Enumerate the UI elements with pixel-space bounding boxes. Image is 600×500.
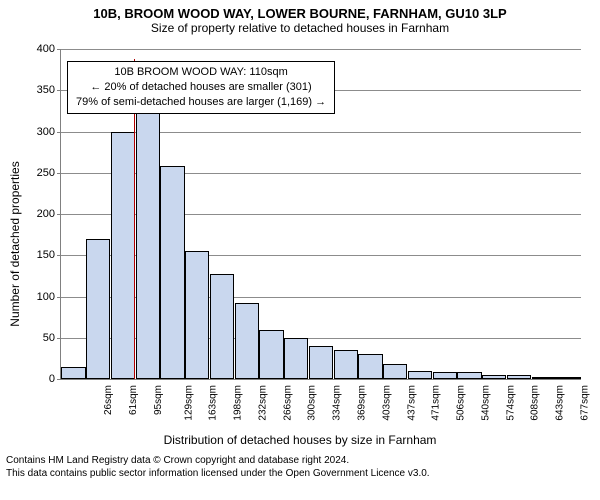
x-tick-label: 437sqm xyxy=(406,385,417,421)
property-info-box: 10B BROOM WOOD WAY: 110sqm ← 20% of deta… xyxy=(67,61,335,114)
histogram-bar xyxy=(235,303,259,379)
x-tick-label: 334sqm xyxy=(332,385,343,421)
x-tick-label: 471sqm xyxy=(431,385,442,421)
x-tick-label: 266sqm xyxy=(282,385,293,421)
footer-attribution: Contains HM Land Registry data © Crown c… xyxy=(0,449,600,484)
histogram-bar xyxy=(185,251,209,379)
y-tick-label: 400 xyxy=(37,43,61,55)
chart-container: Number of detached properties 0501001502… xyxy=(0,39,600,449)
title-main: 10B, BROOM WOOD WAY, LOWER BOURNE, FARNH… xyxy=(0,0,600,21)
info-line-property: 10B BROOM WOOD WAY: 110sqm xyxy=(76,65,326,80)
x-tick-label: 608sqm xyxy=(530,385,541,421)
histogram-bar xyxy=(408,371,432,379)
histogram-bar xyxy=(383,364,407,379)
histogram-bar xyxy=(284,338,308,379)
x-tick-label: 369sqm xyxy=(357,385,368,421)
y-axis-label: Number of detached properties xyxy=(8,134,22,354)
footer-line-2: This data contains public sector informa… xyxy=(6,468,594,481)
y-tick-label: 350 xyxy=(37,84,61,96)
histogram-bar xyxy=(556,377,580,379)
histogram-bar xyxy=(358,354,382,379)
histogram-bar xyxy=(482,375,506,379)
histogram-bar xyxy=(507,375,531,379)
x-axis-label: Distribution of detached houses by size … xyxy=(0,433,600,447)
histogram-bar xyxy=(136,107,160,379)
x-tick-label: 95sqm xyxy=(153,385,164,415)
x-tick-label: 403sqm xyxy=(381,385,392,421)
info-line-larger: 79% of semi-detached houses are larger (… xyxy=(76,95,326,110)
y-tick-label: 300 xyxy=(37,126,61,138)
y-tick-label: 200 xyxy=(37,208,61,220)
x-tick-label: 574sqm xyxy=(505,385,516,421)
x-tick-label: 643sqm xyxy=(555,385,566,421)
x-tick-label: 506sqm xyxy=(456,385,467,421)
x-tick-label: 540sqm xyxy=(480,385,491,421)
plot-area: 05010015020025030035040026sqm61sqm95sqm1… xyxy=(60,49,581,380)
histogram-bar xyxy=(111,132,135,380)
histogram-bar xyxy=(160,166,184,379)
x-tick-label: 61sqm xyxy=(128,385,139,415)
x-tick-label: 198sqm xyxy=(233,385,244,421)
x-tick-label: 129sqm xyxy=(183,385,194,421)
histogram-bar xyxy=(457,372,481,379)
x-tick-label: 300sqm xyxy=(307,385,318,421)
histogram-bar xyxy=(433,372,457,379)
histogram-bar xyxy=(532,377,556,379)
x-tick-label: 232sqm xyxy=(258,385,269,421)
footer-line-1: Contains HM Land Registry data © Crown c… xyxy=(6,455,594,468)
histogram-bar xyxy=(334,350,358,379)
histogram-bar xyxy=(210,274,234,379)
y-tick-label: 100 xyxy=(37,291,61,303)
y-tick-label: 150 xyxy=(37,249,61,261)
histogram-bar xyxy=(86,239,110,379)
y-tick-label: 50 xyxy=(43,332,61,344)
histogram-bar xyxy=(259,330,283,380)
x-tick-label: 26sqm xyxy=(103,385,114,415)
title-sub: Size of property relative to detached ho… xyxy=(0,21,600,39)
y-tick-label: 0 xyxy=(49,373,61,385)
x-tick-label: 163sqm xyxy=(208,385,219,421)
x-tick-label: 677sqm xyxy=(579,385,590,421)
info-line-smaller: ← 20% of detached houses are smaller (30… xyxy=(76,80,326,95)
y-tick-label: 250 xyxy=(37,167,61,179)
histogram-bar xyxy=(61,367,85,379)
histogram-bar xyxy=(309,346,333,379)
